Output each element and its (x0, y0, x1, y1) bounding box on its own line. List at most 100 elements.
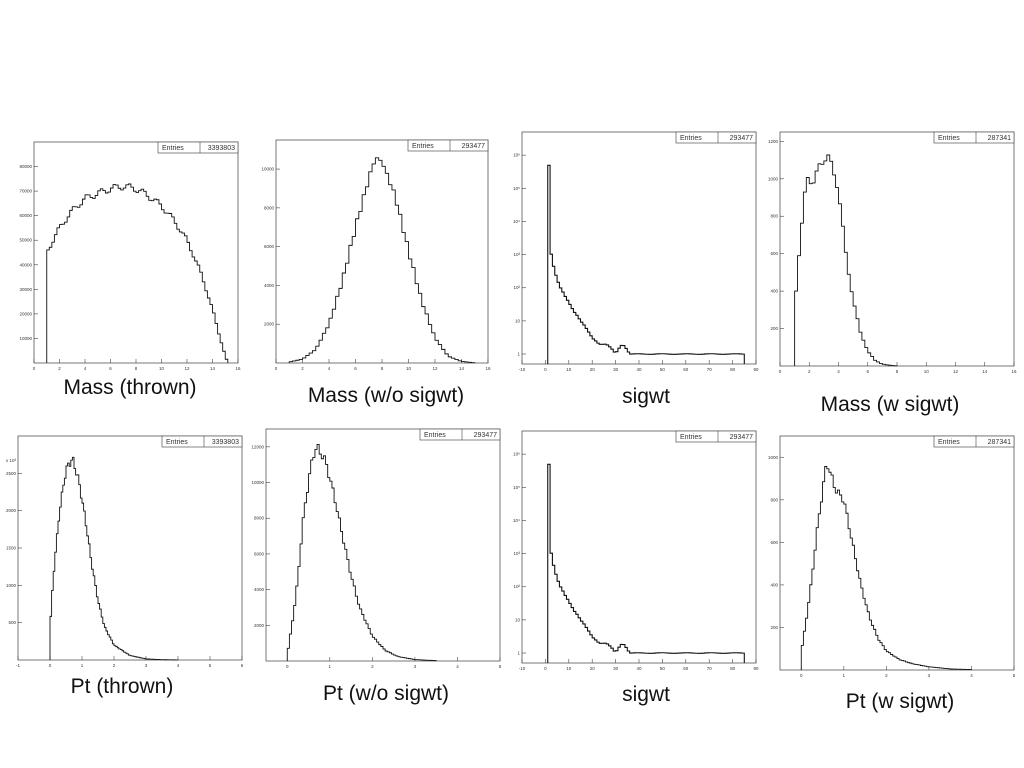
histogram-series (288, 157, 476, 364)
y-tick-label: 8000 (254, 516, 265, 521)
y-tick-label: 6000 (264, 244, 275, 249)
stats-entries-value: 293477 (730, 135, 753, 142)
x-tick-label: 50 (660, 666, 666, 671)
stats-entries-value: 287341 (988, 439, 1011, 446)
panel-pt-w-sigwt: 0 1 2 3 4 5 200 400 600 800 1000 Entries 287341 (764, 432, 1020, 678)
y-tick-label: 10² (513, 584, 520, 589)
y-tick-label: 10³ (513, 551, 520, 556)
x-tick-label: 4 (970, 673, 973, 678)
y-tick-label: 400 (770, 582, 778, 587)
histogram-series (794, 154, 898, 367)
panel-pt-wo-sigwt: 0 1 2 3 4 5 2000 4000 6000 8000 10000 12000 Entries 2… (251, 425, 504, 669)
y-tick-label: 10⁵ (513, 186, 520, 191)
x-tick-label: 4 (456, 664, 459, 669)
y-tick-label: 1 (517, 352, 520, 357)
caption-sigwt-top: sigwt (622, 385, 670, 408)
panel-sigwt-top: -10 0 10 20 30 40 50 60 70 80 90 1 10 10² 10³ 10⁴ 10⁵ 10⁶… (510, 128, 762, 374)
x-tick-label: 2 (371, 664, 374, 669)
histogram-mass-thrown: 0 2 4 6 8 10 12 14 16 10000 20000 30000 40000 50000 60… (19, 141, 241, 371)
x-tick-label: 6 (866, 369, 869, 374)
x-tick-label: 5 (499, 664, 502, 669)
x-tick-label: 3 (414, 664, 417, 669)
caption-mass-wo-sigwt: Mass (w/o sigwt) (307, 384, 465, 407)
x-tick-label: 1 (843, 673, 846, 678)
x-tick-label: 0 (286, 664, 289, 669)
y-tick-label: 10000 (19, 336, 32, 341)
histogram-series (547, 164, 745, 364)
y-tick-label: 10⁴ (513, 518, 520, 523)
x-tick-label: 30 (613, 666, 619, 671)
x-tick-label: 10 (566, 367, 572, 372)
stats-entries-value: 293477 (462, 143, 485, 150)
caption-pt-wo-sigwt: Pt (w/o sigwt) (322, 682, 450, 705)
y-tick-label: 8000 (264, 205, 275, 210)
y-tick-label: 4000 (264, 283, 275, 288)
x-tick-label: 2 (113, 663, 116, 668)
histogram-mass-w-sigwt: 0 2 4 6 8 10 12 14 16 200 400 600 800 1000 1200 Entries… (768, 131, 1017, 374)
x-tick-label: 6 (241, 663, 244, 668)
y-tick-label: 10⁵ (513, 485, 520, 490)
x-tick-label: 20 (590, 367, 596, 372)
x-tick-label: 80 (730, 666, 736, 671)
x-tick-label: 0 (275, 366, 278, 371)
stats-entries-value: 287341 (988, 135, 1011, 142)
histogram-pt-thrown: -1 0 1 2 3 4 5 6 500 1000 1500 2000 2500 x 10³ Entries… (6, 435, 244, 668)
x-tick-label: 0 (779, 369, 782, 374)
x-tick-label: 10 (566, 666, 572, 671)
x-tick-label: 4 (837, 369, 840, 374)
y-tick-label: 10000 (251, 480, 264, 485)
x-tick-label: 1 (329, 664, 332, 669)
plot-frame (779, 131, 1015, 367)
stats-entries-value: 293477 (730, 434, 753, 441)
stats-entries-label: Entries (938, 439, 960, 446)
histogram-series (49, 456, 179, 661)
plot-frame (779, 435, 1015, 671)
plot-frame (521, 430, 757, 664)
stats-box (675, 430, 757, 443)
y-tick-label: 10 (515, 617, 521, 622)
stats-entries-value: 3393803 (212, 439, 239, 446)
stats-box (675, 131, 757, 144)
y-tick-label: 2500 (6, 471, 17, 476)
x-tick-label: 40 (636, 666, 642, 671)
x-tick-label: 16 (235, 366, 241, 371)
y-tick-label: 20000 (19, 311, 32, 316)
y-tick-label: 2000 (6, 508, 17, 513)
x-tick-label: 50 (660, 367, 666, 372)
x-tick-label: 8 (381, 366, 384, 371)
y-tick-label: 500 (8, 620, 16, 625)
y-tick-label: 10⁶ (513, 452, 520, 457)
x-tick-label: 1 (81, 663, 84, 668)
x-tick-label: 90 (753, 666, 759, 671)
y-tick-label: 1 (517, 651, 520, 656)
panel-mass-wo-sigwt: 0 2 4 6 8 10 12 14 16 2000 4000 6000 8000 10000 Entrie… (261, 135, 502, 375)
stats-entries-label: Entries (412, 143, 434, 150)
histogram-pt-w-sigwt: 0 1 2 3 4 5 200 400 600 800 1000 Entries 287341 (768, 435, 1016, 678)
y-multiplier-label: x 10³ (6, 458, 17, 463)
plot-frame (265, 428, 501, 662)
histogram-mass-wo-sigwt: 0 2 4 6 8 10 12 14 16 2000 4000 6000 8000 10000 Entrie… (261, 139, 491, 371)
x-tick-label: 3 (145, 663, 148, 668)
panel-sigwt-bottom: -10 0 10 20 30 40 50 60 70 80 90 1 10 10² 10³ 10⁴ 10⁵ 10⁶… (510, 427, 762, 673)
x-tick-label: 6 (109, 366, 112, 371)
plot-frame (275, 139, 489, 364)
x-tick-label: 5 (1013, 673, 1016, 678)
x-tick-label: 6 (354, 366, 357, 371)
histogram-series (547, 463, 745, 663)
y-tick-label: 40000 (19, 262, 32, 267)
panel-mass-w-sigwt: 0 2 4 6 8 10 12 14 16 200 400 600 800 1000 1200 Entries… (764, 130, 1020, 376)
y-tick-label: 30000 (19, 287, 32, 292)
stats-box (933, 435, 1015, 448)
x-tick-label: 0 (33, 366, 36, 371)
x-tick-label: 40 (636, 367, 642, 372)
y-tick-label: 2000 (254, 623, 265, 628)
x-tick-label: 12 (432, 366, 438, 371)
stats-entries-label: Entries (680, 434, 702, 441)
plot-frame (17, 435, 243, 661)
histogram-pt-wo-sigwt: 0 1 2 3 4 5 2000 4000 6000 8000 10000 12000 Entries 2… (251, 428, 502, 669)
x-tick-label: 60 (683, 367, 689, 372)
y-tick-label: 600 (770, 540, 778, 545)
stats-entries-label: Entries (938, 135, 960, 142)
y-tick-label: 400 (770, 289, 778, 294)
x-tick-label: 4 (177, 663, 180, 668)
